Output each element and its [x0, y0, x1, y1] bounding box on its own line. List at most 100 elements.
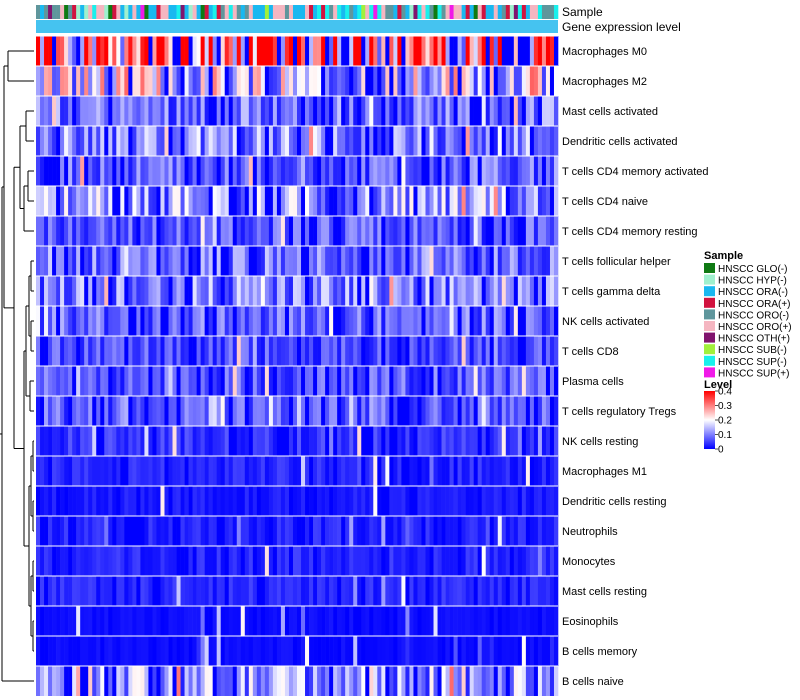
sample-annotation-cell [441, 5, 446, 19]
heatmap-cell [361, 576, 366, 606]
heatmap-cell [204, 606, 209, 636]
heatmap-cell [64, 96, 69, 126]
heatmap-cell [124, 36, 129, 66]
sample-annotation-cell [337, 5, 342, 19]
heatmap-cell [545, 636, 551, 666]
heatmap-cell [377, 606, 382, 636]
heatmap-cell [461, 126, 466, 156]
heatmap-cell [425, 216, 430, 246]
heatmap-cell [112, 486, 117, 516]
heatmap-cell [365, 426, 370, 456]
heatmap-cell [405, 426, 410, 456]
heatmap-cell [497, 666, 503, 696]
heatmap-cell [417, 156, 422, 186]
heatmap-cell [457, 666, 462, 696]
heatmap-cell [473, 606, 478, 636]
heatmap-cell [52, 186, 57, 216]
heatmap-cell [88, 96, 93, 126]
heatmap-cell [252, 96, 258, 126]
heatmap-cell [240, 516, 246, 546]
heatmap-cell [220, 336, 226, 366]
heatmap-cell [204, 546, 209, 576]
row-label: T cells follicular helper [562, 256, 671, 268]
heatmap-cell [449, 426, 454, 456]
heatmap-cell [425, 96, 430, 126]
heatmap-cell [204, 276, 209, 306]
heatmap-cell [272, 606, 278, 636]
heatmap-cell [421, 576, 426, 606]
heatmap-cell [80, 126, 85, 156]
heatmap-cell [389, 426, 394, 456]
heatmap-cell [240, 426, 246, 456]
heatmap-cell [260, 36, 266, 66]
heatmap-cell [144, 636, 149, 666]
heatmap-cell [252, 186, 258, 216]
heatmap-cell [541, 576, 547, 606]
heatmap-cell [40, 246, 45, 276]
sample-annotation-cell [268, 5, 274, 19]
heatmap-cell [244, 156, 250, 186]
heatmap-cell [244, 186, 250, 216]
heatmap-cell [236, 366, 242, 396]
heatmap-cell [525, 636, 531, 666]
heatmap-cell [204, 516, 209, 546]
heatmap-cell [297, 666, 302, 696]
heatmap-cell [128, 576, 133, 606]
heatmap-cell [353, 636, 358, 666]
heatmap-cell [192, 576, 197, 606]
heatmap-cell [429, 96, 434, 126]
heatmap-cell [288, 546, 294, 576]
heatmap-cell [172, 156, 177, 186]
heatmap-cell [152, 276, 157, 306]
heatmap-cell [357, 606, 362, 636]
heatmap-cell [517, 606, 523, 636]
heatmap-cell [429, 426, 434, 456]
heatmap-cell [541, 396, 547, 426]
heatmap-cell [345, 216, 350, 246]
heatmap-cell [36, 396, 41, 426]
heatmap-cell [160, 156, 165, 186]
heatmap-cell [493, 246, 499, 276]
heatmap-cell [509, 576, 515, 606]
sample-legend-label: HNSCC ORA(+) [718, 299, 791, 310]
heatmap-cell [321, 426, 326, 456]
heatmap-cell [465, 246, 470, 276]
heatmap-cell [497, 126, 503, 156]
sample-annotation-cell [60, 5, 65, 19]
sample-annotation-cell [88, 5, 93, 19]
heatmap-cell [329, 396, 334, 426]
heatmap-cell [529, 66, 535, 96]
heatmap-cell [64, 216, 69, 246]
row-label: B cells naive [562, 676, 624, 688]
heatmap-cell [377, 636, 382, 666]
heatmap-cell [92, 96, 97, 126]
heatmap-cell [204, 306, 209, 336]
heatmap-cell [156, 276, 161, 306]
heatmap-cell [301, 576, 306, 606]
heatmap-cell [60, 606, 65, 636]
row-label: T cells CD4 memory resting [562, 226, 698, 238]
heatmap-cell [413, 456, 418, 486]
heatmap-cell [52, 276, 57, 306]
heatmap-cell [240, 636, 246, 666]
heatmap-cell [100, 486, 105, 516]
heatmap-cell [120, 636, 125, 666]
heatmap-cell [505, 276, 511, 306]
heatmap-cell [248, 666, 254, 696]
row-label: T cells CD4 memory activated [562, 166, 709, 178]
heatmap-cell [485, 156, 491, 186]
heatmap-cell [349, 606, 354, 636]
sample-annotation-cell [505, 5, 511, 19]
heatmap-cell [108, 456, 113, 486]
heatmap-cell [525, 486, 531, 516]
heatmap-cell [104, 396, 109, 426]
heatmap-cell [525, 96, 531, 126]
heatmap-cell [40, 66, 45, 96]
sample-annotation-cell [212, 5, 217, 19]
heatmap-cell [553, 216, 559, 246]
heatmap-cell [252, 666, 258, 696]
heatmap-cell [168, 96, 173, 126]
heatmap-cell [212, 486, 217, 516]
heatmap-cell [60, 336, 65, 366]
heatmap-cell [64, 186, 69, 216]
